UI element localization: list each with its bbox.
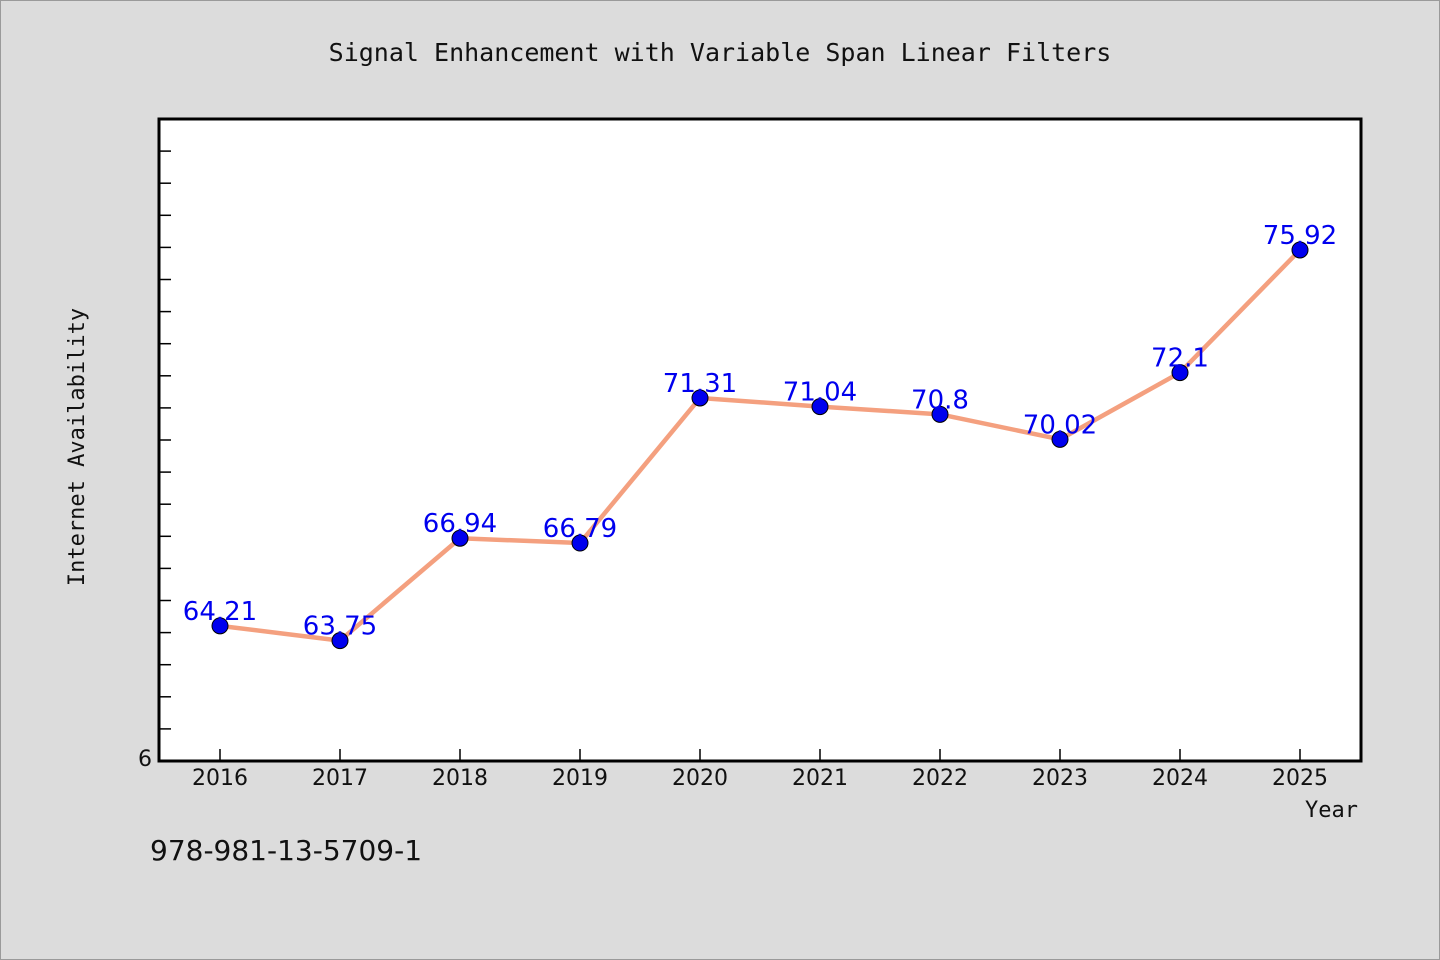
x-tick-label: 2018 (432, 766, 488, 791)
data-value-label: 70.8 (911, 385, 969, 415)
y-axis-ticks: 6 (138, 150, 171, 772)
data-value-label: 66.94 (423, 509, 497, 539)
data-markers (211, 241, 1309, 650)
y-axis-label: Internet Availability (65, 308, 90, 586)
x-axis-label: Year (1305, 798, 1358, 823)
data-labels: 64.21 63.75 66.94 66.79 71.31 71.04 70.8 70.02 7… (183, 221, 1337, 642)
data-value-label: 75.92 (1263, 221, 1337, 251)
data-point-marker (571, 534, 589, 552)
data-point-marker (931, 405, 949, 423)
y-tick-label: 6 (138, 747, 152, 772)
data-point-marker (1051, 430, 1069, 448)
data-value-label: 63.75 (303, 612, 377, 642)
data-point-marker (211, 617, 229, 635)
data-point-marker (1291, 241, 1309, 259)
isbn-footer-text: 978-981-13-5709-1 (150, 834, 423, 867)
data-value-label: 71.04 (783, 378, 857, 408)
data-point-marker (811, 398, 829, 416)
x-tick-label: 2021 (792, 766, 848, 791)
x-tick-label: 2025 (1272, 766, 1328, 791)
chart-title: Signal Enhancement with Variable Span Li… (329, 38, 1112, 67)
x-tick-label: 2017 (312, 766, 368, 791)
data-value-label: 72.1 (1151, 344, 1209, 374)
data-point-marker (691, 389, 709, 407)
data-point-marker (331, 632, 349, 650)
data-value-label: 70.02 (1023, 410, 1097, 440)
x-tick-label: 2024 (1152, 766, 1208, 791)
plot-area (157, 117, 1363, 763)
data-value-label: 71.31 (663, 369, 737, 399)
x-tick-label: 2023 (1032, 766, 1088, 791)
x-axis-ticks: 2016 2017 2018 2019 2020 2021 2022 2023 2024 2025 (192, 749, 1328, 791)
data-point-marker (1171, 364, 1189, 382)
x-tick-label: 2020 (672, 766, 728, 791)
x-tick-label: 2019 (552, 766, 608, 791)
series-line (217, 247, 1303, 643)
data-value-label: 64.21 (183, 597, 257, 627)
data-value-label: 66.79 (543, 514, 617, 544)
x-tick-label: 2022 (912, 766, 968, 791)
data-point-marker (451, 529, 469, 547)
x-tick-label: 2016 (192, 766, 248, 791)
series-line-group (217, 247, 1303, 643)
